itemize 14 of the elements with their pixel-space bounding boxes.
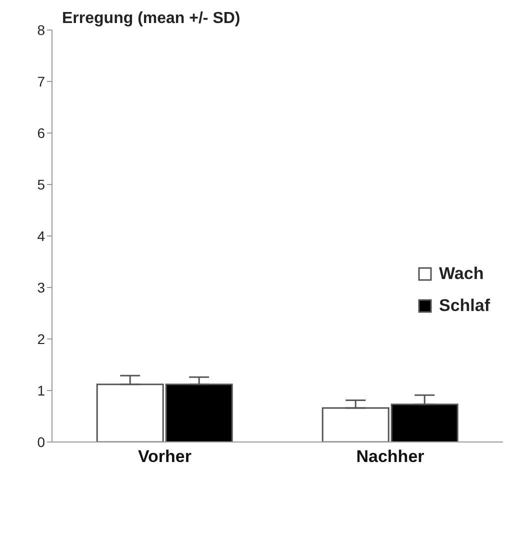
legend-label: Schlaf bbox=[439, 296, 490, 316]
chart-title: Erregung (mean +/- SD) bbox=[62, 10, 240, 28]
y-tick-label: 8 bbox=[37, 22, 46, 38]
legend-label: Wach bbox=[439, 264, 484, 284]
y-tick-label: 6 bbox=[37, 124, 46, 141]
y-tick-label: 0 bbox=[37, 434, 46, 450]
y-tick-label: 4 bbox=[37, 228, 46, 244]
x-tick-label: Vorher bbox=[138, 447, 192, 466]
y-tick-label: 5 bbox=[37, 176, 46, 192]
y-tick-label: 2 bbox=[37, 330, 46, 347]
y-tick-label: 7 bbox=[37, 73, 46, 90]
x-tick-label: Nachher bbox=[356, 447, 425, 466]
y-tick-label: 3 bbox=[37, 279, 46, 296]
y-tick-label: 1 bbox=[37, 382, 46, 398]
